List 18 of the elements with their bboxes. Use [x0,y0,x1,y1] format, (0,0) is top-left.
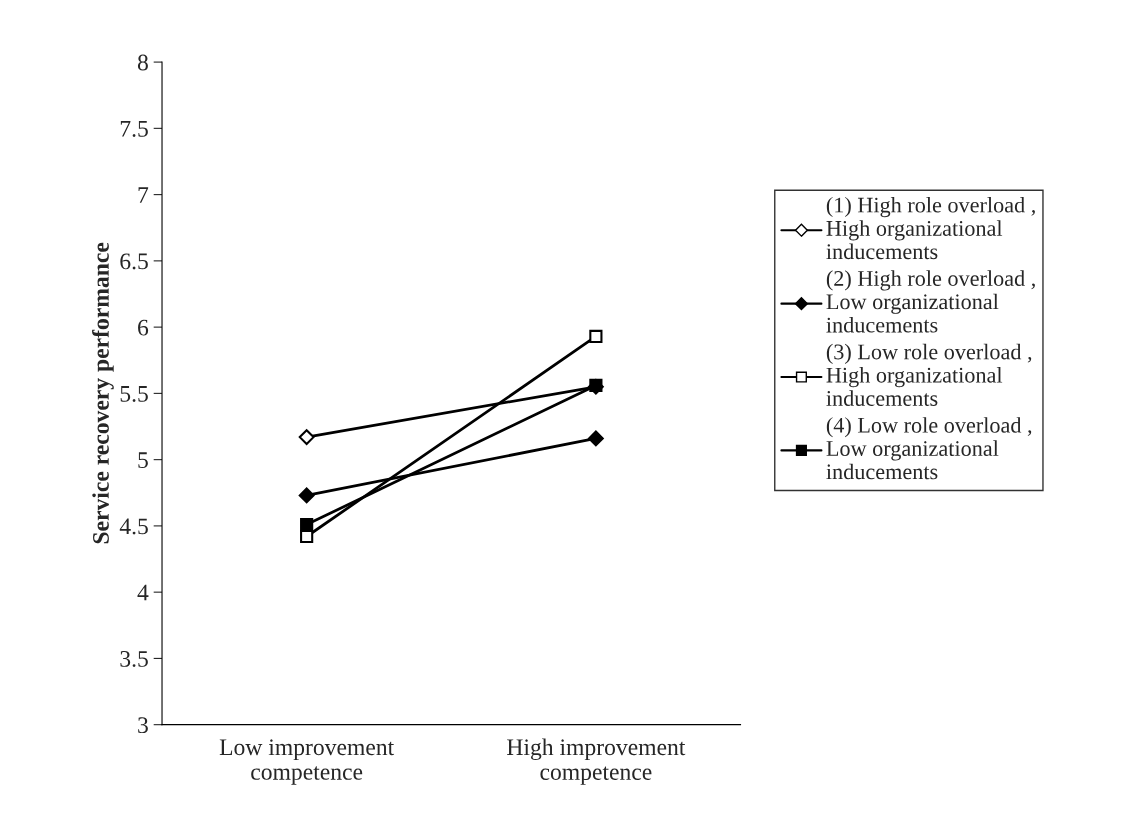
x-tick-label: High improvement competence [507,738,686,785]
y-tick-label: 6 [138,319,149,336]
x-tick-label: Low improvement competence [219,739,395,785]
y-tick-label: 8 [137,54,148,71]
y-tick-label: 6.5 [120,253,148,270]
legend-label: (4) Low role overload , Low organizational inducements [826,417,1032,480]
y-tick-label: 3 [138,717,148,734]
legend-label: (1) High role overload , High organizational inducements [826,196,1035,260]
legend-label: (3) Low role overload , High organizational inducements [826,343,1032,406]
y-tick-label: 7 [138,187,149,203]
legend-label: (2) High role overload , Low organizational inducements [826,270,1035,333]
y-tick-label: 5 [138,452,148,469]
y-tick-label: 3.5 [120,650,148,667]
y-axis-title: Service recovery performance [92,242,114,544]
y-tick-label: 5.5 [120,386,148,402]
y-tick-label: 4 [137,584,149,601]
y-tick-label: 7.5 [120,121,148,137]
y-tick-label: 4.5 [119,518,148,535]
